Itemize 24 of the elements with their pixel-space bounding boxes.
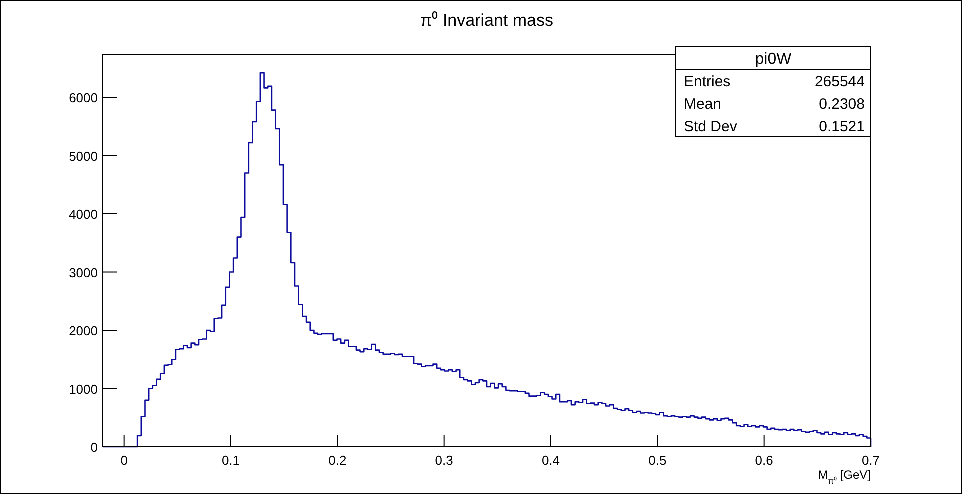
y-tick-label: 0 xyxy=(90,440,98,455)
x-tick-label: 0.7 xyxy=(862,453,880,468)
chart-title: π⁰ Invariant mass xyxy=(420,11,554,30)
x-tick-label: 0.5 xyxy=(648,453,667,468)
annotation: Entries xyxy=(684,74,731,90)
x-tick-label: 0 xyxy=(120,453,128,468)
annotation: 265544 xyxy=(814,74,865,90)
x-tick-label: 0.1 xyxy=(222,453,240,468)
x-tick-label: 0.3 xyxy=(435,453,454,468)
annotation: pi0W xyxy=(755,51,793,68)
annotation: 0.2308 xyxy=(819,96,865,113)
x-axis-title: M$_{π⁰}$ [GeV] xyxy=(818,468,871,486)
x-tick-label: 0.6 xyxy=(755,453,774,468)
annotation: Mean xyxy=(684,96,722,113)
x-tick-label: 0.4 xyxy=(542,453,560,468)
y-tick-label: 2000 xyxy=(69,324,98,339)
y-tick-label: 4000 xyxy=(69,207,98,222)
y-tick-label: 5000 xyxy=(69,148,98,164)
y-tick-label: 3000 xyxy=(69,265,98,280)
annotation: Std Dev xyxy=(684,118,738,136)
x-tick-label: 0.2 xyxy=(328,453,347,468)
y-tick-label: 1000 xyxy=(69,382,98,397)
y-tick-label: 6000 xyxy=(69,90,98,106)
annotation: 0.1521 xyxy=(819,118,865,136)
